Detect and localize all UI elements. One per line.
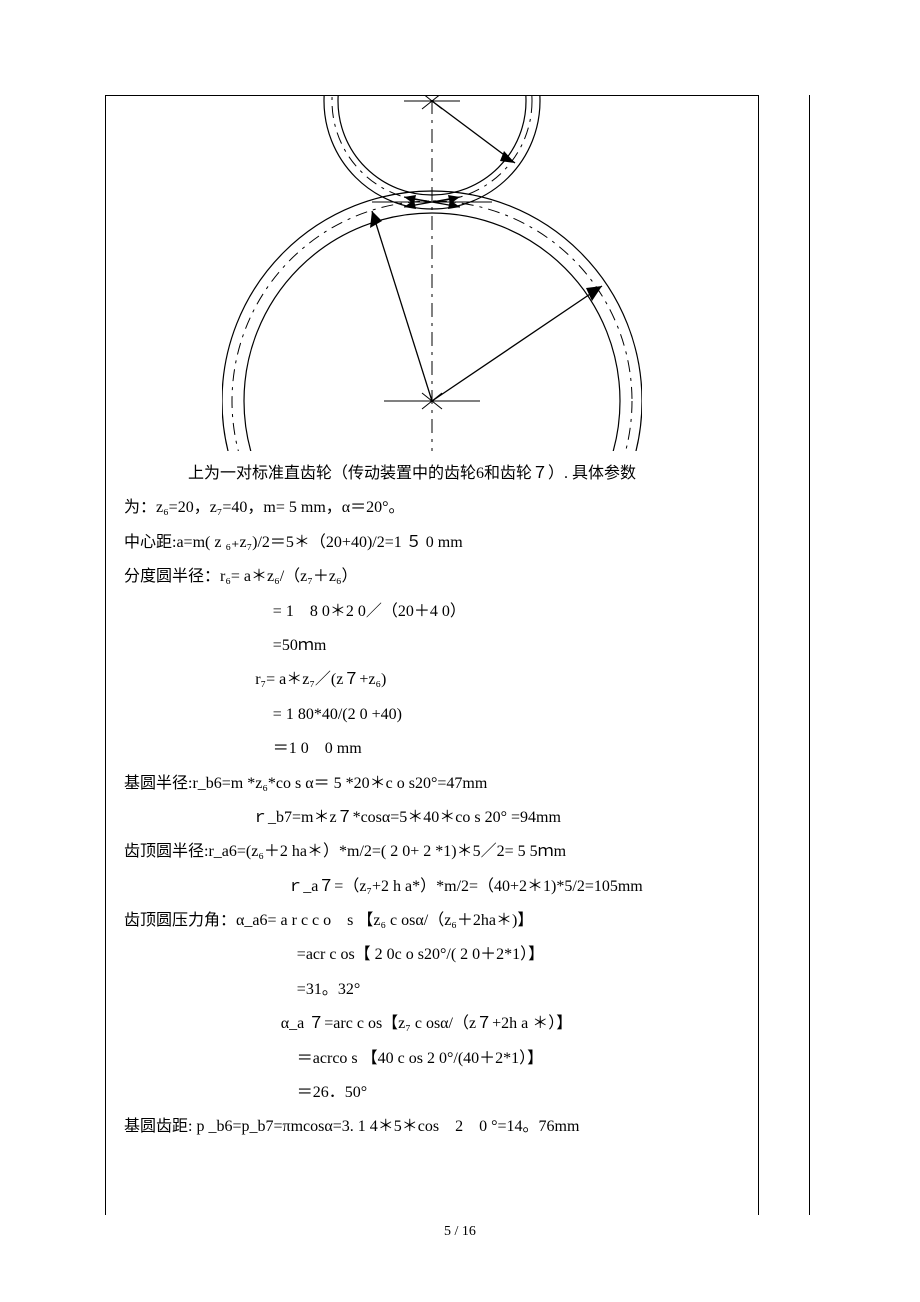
r6-step-1: = 1 8 0＊2 0／（20＋4 0） — [124, 595, 740, 629]
outer-border: 上为一对标准直齿轮（传动装置中的齿轮6和齿轮７）. 具体参数 为：z₆=20，z… — [105, 95, 810, 1215]
page: 上为一对标准直齿轮（传动装置中的齿轮6和齿轮７）. 具体参数 为：z₆=20，z… — [0, 0, 920, 1302]
pb: 基圆齿距: p _b6=p_b7=πmcosα=3. 1 4＊5＊cos 2 0… — [124, 1110, 740, 1144]
r7-step-1: = 1 80*40/(2 0 +40) — [124, 698, 740, 732]
ra7: ｒ_a７=（z₇+2 h a*）*m/2=（40+2＊1)*5/2=105mm — [124, 870, 740, 904]
gear-diagram — [222, 95, 642, 451]
content-border: 上为一对标准直齿轮（传动装置中的齿轮6和齿轮７）. 具体参数 为：z₆=20，z… — [105, 95, 759, 1215]
body-text: 上为一对标准直齿轮（传动装置中的齿轮6和齿轮７）. 具体参数 为：z₆=20，z… — [124, 457, 740, 1145]
rb6: 基圆半径:r_b6=m *z₆*co s α＝ 5 *20＊c o s20°=4… — [124, 767, 740, 801]
aa7-step-1: ＝acrco s 【40 c os 2 0°/(40＋2*1）】 — [124, 1042, 740, 1076]
r7-step-2: ＝1 0 0 mm — [124, 732, 740, 766]
aa6-label: 齿顶圆压力角：α_a6= a r c c o s 【z₆ c osα/（z₆＋2… — [124, 904, 740, 938]
r6-label: 分度圆半径：r₆= a＊z₆/（z₇＋z₆） — [124, 560, 740, 594]
center-distance: 中心距:a=m( z ₆₊z₇)/2＝5＊（20+40)/2=1 ５ 0 mm — [124, 526, 740, 560]
aa7-label: α_a ７=arc c os【z₇ c osα/（z７+2h a ＊）】 — [124, 1007, 740, 1041]
aa6-step-1: =acr c os【 2 0c o s20°/( 2 0＋2*1）】 — [124, 938, 740, 972]
aa6-step-2: =31。32° — [124, 973, 740, 1007]
r7-label: r₇= a＊z₇／(z７+z₆) — [124, 663, 740, 697]
r6-step-2: =50ｍm — [124, 629, 740, 663]
ra6: 齿顶圆半径:r_a6=(z₆＋2 ha＊）*m/2=( 2 0+ 2 *1)＊5… — [124, 835, 740, 869]
gear-diagram-wrap — [124, 95, 740, 451]
intro-line-1: 上为一对标准直齿轮（传动装置中的齿轮6和齿轮７）. 具体参数 — [124, 457, 740, 491]
rb7: ｒ_b7=m＊z７*cosα=5＊40＊co s 20° =94mm — [124, 801, 740, 835]
intro-line-2: 为：z₆=20，z₇=40，m= 5 mm，α＝20°。 — [124, 491, 740, 525]
page-footer: 5 / 16 — [0, 1221, 920, 1242]
aa7-step-2: ＝26．50° — [124, 1076, 740, 1110]
